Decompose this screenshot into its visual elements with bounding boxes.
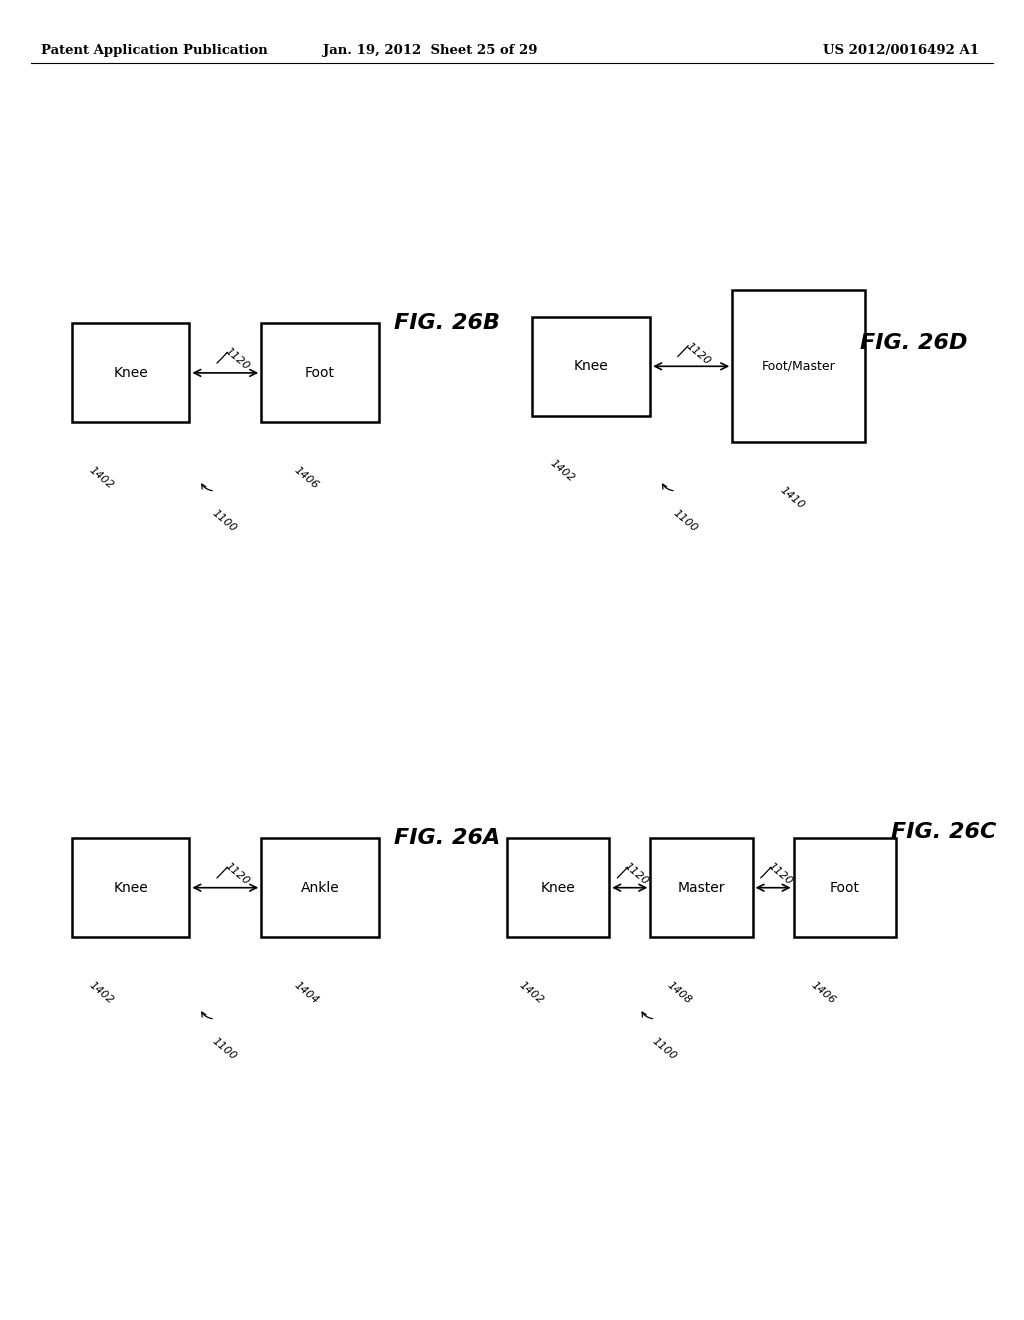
Text: Master: Master [678,880,725,895]
Text: Knee: Knee [541,880,575,895]
Text: 1406: 1406 [292,465,321,491]
Text: 1100: 1100 [650,1036,679,1063]
Bar [532,317,650,416]
Text: 1120: 1120 [223,346,252,372]
Text: Patent Application Publication: Patent Application Publication [41,44,267,57]
Text: FIG. 26A: FIG. 26A [394,828,501,849]
Bar [261,838,379,937]
Text: 1100: 1100 [671,508,699,535]
Text: Knee: Knee [114,880,147,895]
Text: US 2012/0016492 A1: US 2012/0016492 A1 [823,44,979,57]
Bar [650,838,753,937]
Text: Jan. 19, 2012  Sheet 25 of 29: Jan. 19, 2012 Sheet 25 of 29 [323,44,538,57]
Text: FIG. 26C: FIG. 26C [891,821,996,842]
Text: 1410: 1410 [778,484,807,511]
Text: Knee: Knee [574,359,608,374]
Text: 1404: 1404 [292,979,321,1006]
Text: Ankle: Ankle [301,880,339,895]
Text: 1402: 1402 [87,465,116,491]
Text: 1120: 1120 [623,861,651,887]
Text: Foot/Master: Foot/Master [762,360,836,372]
Text: FIG. 26B: FIG. 26B [394,313,501,334]
Text: FIG. 26D: FIG. 26D [860,333,968,354]
Text: 1402: 1402 [548,458,577,484]
Text: 1120: 1120 [766,861,795,887]
Bar [507,838,609,937]
Text: Foot: Foot [829,880,860,895]
Bar [732,290,865,442]
Text: 1120: 1120 [684,341,713,367]
Text: Knee: Knee [114,366,147,380]
Text: 1402: 1402 [517,979,546,1006]
Text: 1100: 1100 [210,508,239,535]
Bar [261,323,379,422]
Text: 1408: 1408 [666,979,694,1006]
Text: 1406: 1406 [809,979,838,1006]
Bar [72,838,189,937]
Text: 1100: 1100 [210,1036,239,1063]
Text: 1402: 1402 [87,979,116,1006]
Bar [72,323,189,422]
Text: 1120: 1120 [223,861,252,887]
Bar [794,838,896,937]
Text: Foot: Foot [305,366,335,380]
